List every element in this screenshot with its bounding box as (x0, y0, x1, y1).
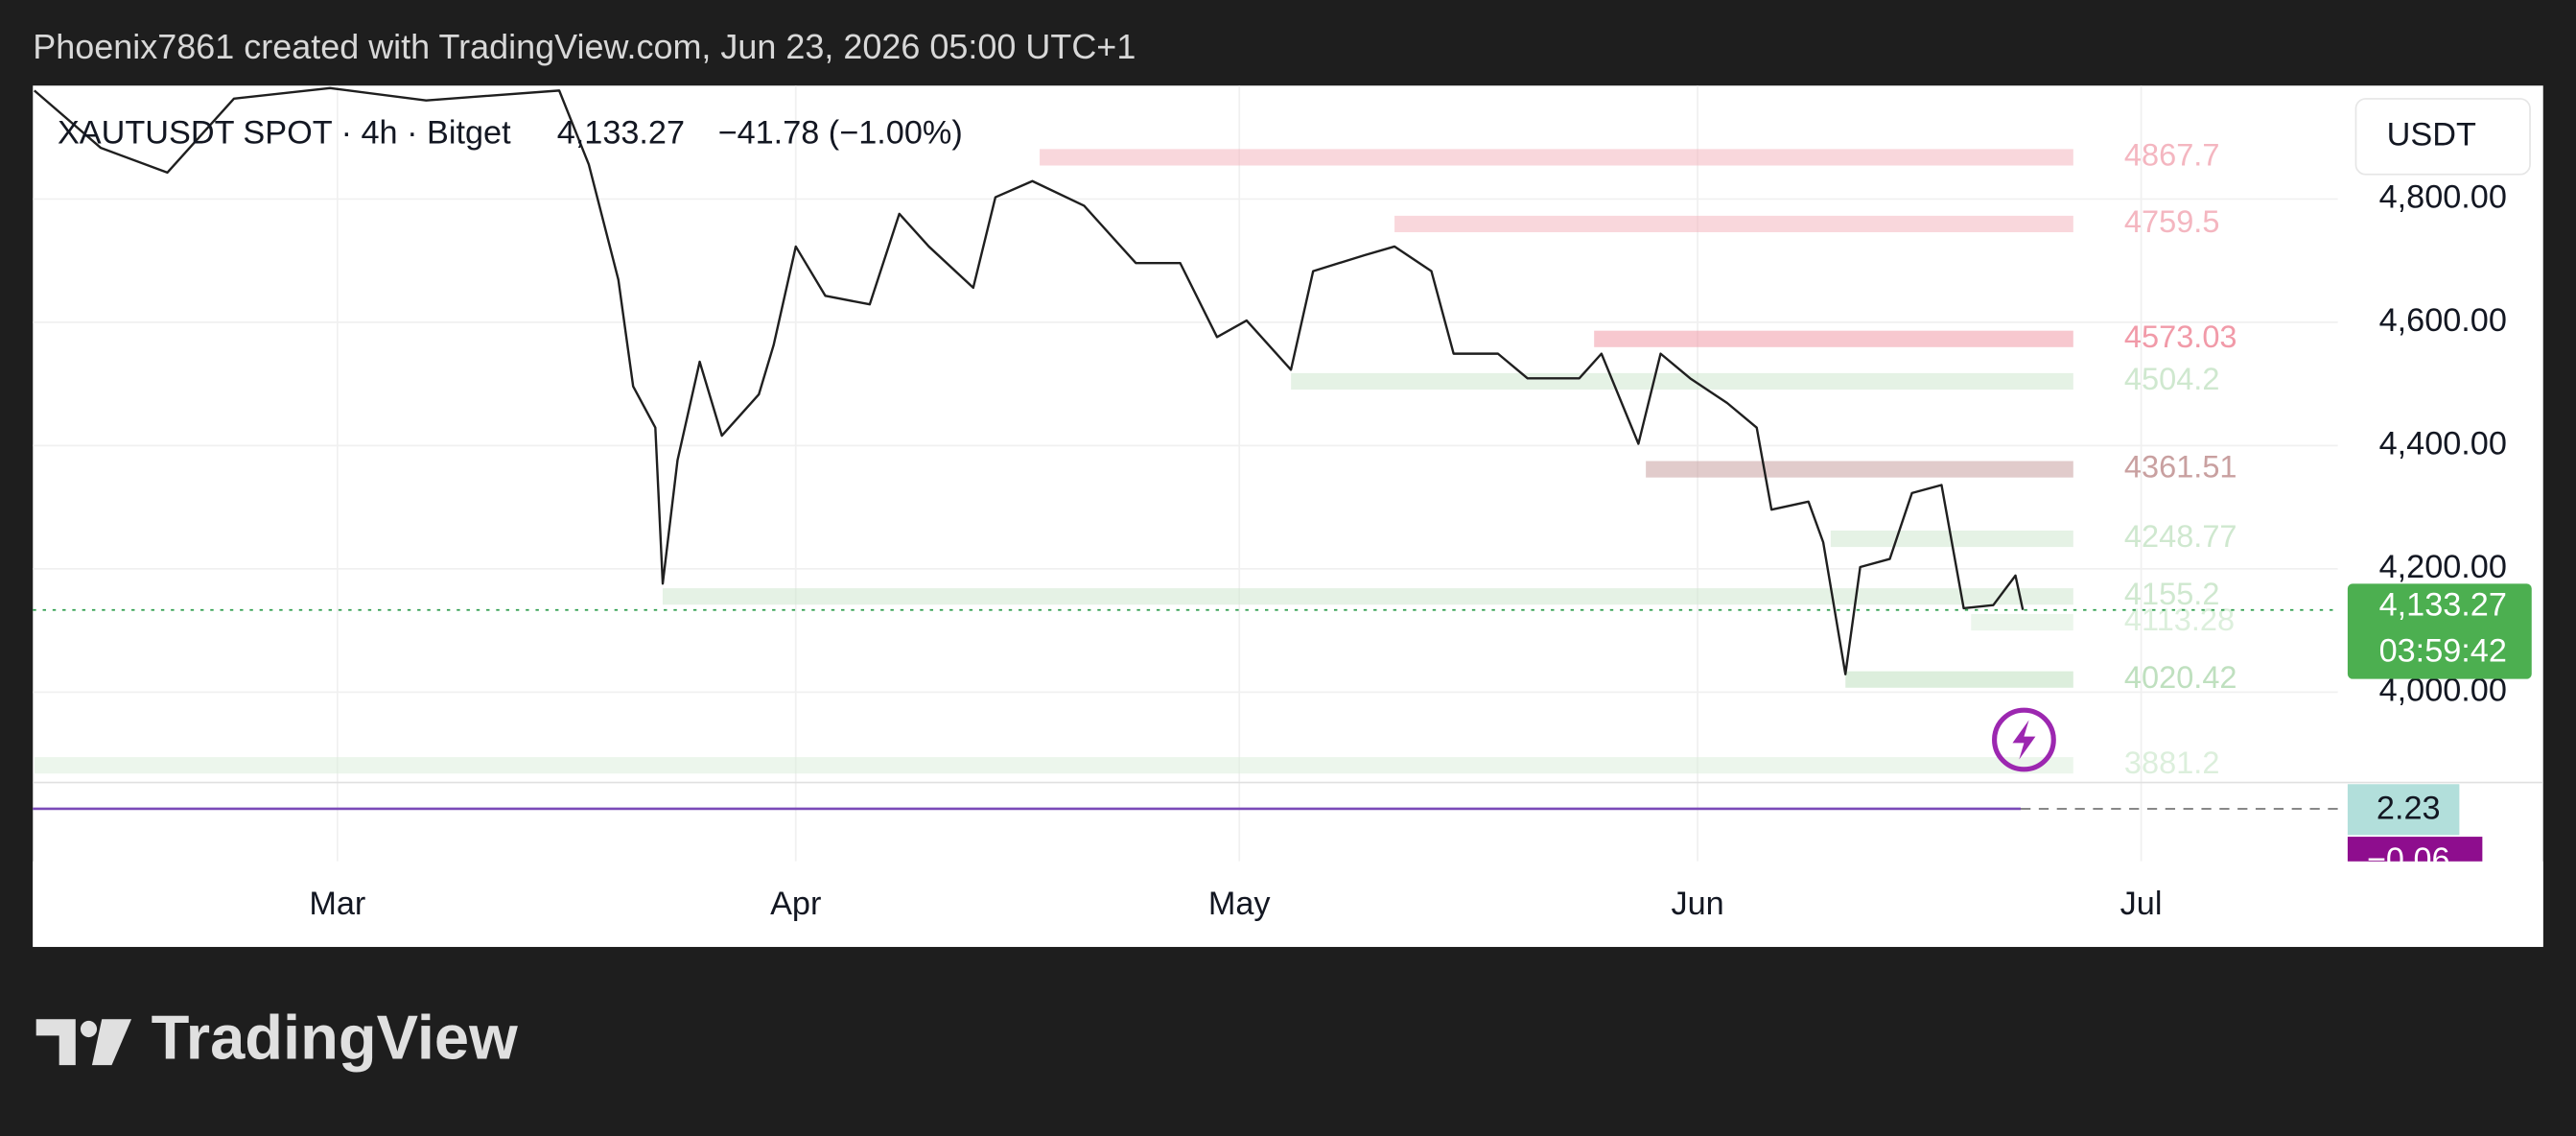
price-line (34, 86, 2025, 675)
indicator-label: 2.23 (2377, 791, 2441, 827)
legend-change: −41.78 (−1.00%) (718, 115, 963, 152)
axis-strip (33, 861, 2543, 947)
zone (1040, 149, 2073, 166)
zone (1845, 671, 2073, 688)
currency-button[interactable] (2354, 98, 2531, 176)
y-tick-label: 4,800.00 (2379, 178, 2507, 215)
zone-label: 4113.28 (2124, 603, 2235, 637)
zone (1394, 215, 2073, 233)
x-tick-label: Jun (1671, 886, 1723, 922)
zone (1594, 330, 2073, 347)
zone-label: 4573.03 (2124, 320, 2237, 354)
zone-label: 4155.2 (2124, 577, 2220, 611)
currency[interactable]: USDT (2387, 116, 2476, 153)
zone-label: 4504.2 (2124, 362, 2220, 396)
zone (34, 757, 2073, 774)
alert-bolt (2012, 720, 2036, 760)
zone-label: 4361.51 (2124, 450, 2237, 485)
indicator-label-box (2347, 837, 2483, 864)
plot: 4867.7 4759.5 4573.03 4504.2 4361.51 4248.77 4… (33, 85, 2338, 862)
header: Phoenix7861 created with TradingView.com… (33, 27, 1136, 66)
zone-label: 4248.77 (2124, 519, 2237, 554)
last-price-box (2347, 583, 2532, 679)
brand-logo (35, 1019, 132, 1066)
countdown: 03:59:42 (2379, 632, 2507, 669)
zone-label: 4867.7 (2124, 138, 2220, 173)
x-tick-label: Jul (2120, 886, 2163, 922)
y-tick-label: 4,600.00 (2379, 302, 2507, 339)
zone (1291, 372, 2073, 390)
zone-label: 4759.5 (2124, 204, 2220, 239)
brand: TradingView (152, 1002, 519, 1072)
zone-label: 3881.2 (2124, 746, 2220, 780)
chart-area (33, 85, 2543, 947)
last-price-label: 4,133.27 (2379, 586, 2507, 623)
zone (1971, 613, 2073, 631)
legend-price: 4,133.27 (557, 115, 685, 152)
y-tick-label: 4,200.00 (2379, 549, 2507, 585)
symbol: XAUTUSDT SPOT · 4h · Bitget (58, 115, 511, 152)
zone (662, 588, 2073, 605)
x-tick-label: May (1208, 886, 1272, 922)
x-tick-label: Apr (770, 886, 821, 922)
alert-icon[interactable] (1992, 707, 2056, 772)
indicator-label-box (2347, 784, 2460, 836)
x-tick-label: Mar (309, 886, 365, 922)
zone (1646, 461, 2073, 478)
y-tick-label: 4,400.00 (2379, 425, 2507, 462)
zone-label: 4020.42 (2124, 660, 2237, 695)
